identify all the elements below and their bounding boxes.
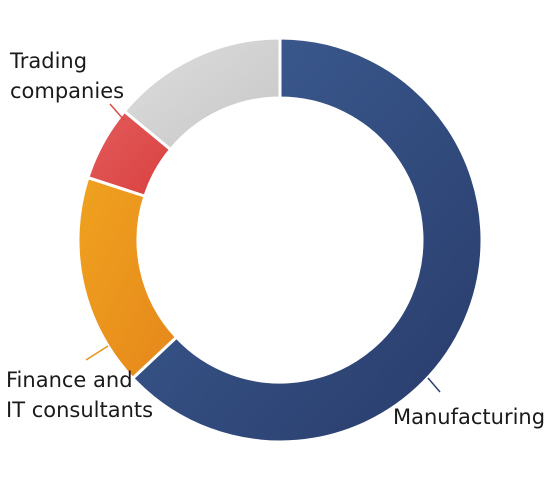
slice-manufacturing: [131, 36, 484, 444]
label-manufacturing: Manufacturing: [393, 405, 545, 429]
label-line-finance-and-it-consultants-0: Finance and: [6, 368, 133, 392]
leader-line-manufacturing: [427, 377, 441, 393]
leader-line-trading-companies: [109, 103, 125, 121]
label-line-manufacturing-0: Manufacturing: [393, 405, 545, 429]
leader-lines-layer: [85, 103, 441, 393]
label-line-finance-and-it-consultants-1: IT consultants: [6, 398, 153, 422]
slices-layer: [76, 36, 484, 444]
label-finance-and-it-consultants: Finance and IT consultants: [6, 368, 153, 422]
labels-layer: Manufacturing Finance and IT consultants Tr…: [6, 49, 545, 429]
label-line-trading-companies-1: companies: [10, 79, 124, 103]
slice-finance-and-it-consultants: [76, 176, 178, 380]
label-line-trading-companies-0: Trading: [9, 49, 87, 73]
slice-other: [122, 36, 282, 151]
label-trading-companies: Trading companies: [9, 49, 124, 103]
leader-line-finance-and-it-consultants: [85, 345, 109, 361]
